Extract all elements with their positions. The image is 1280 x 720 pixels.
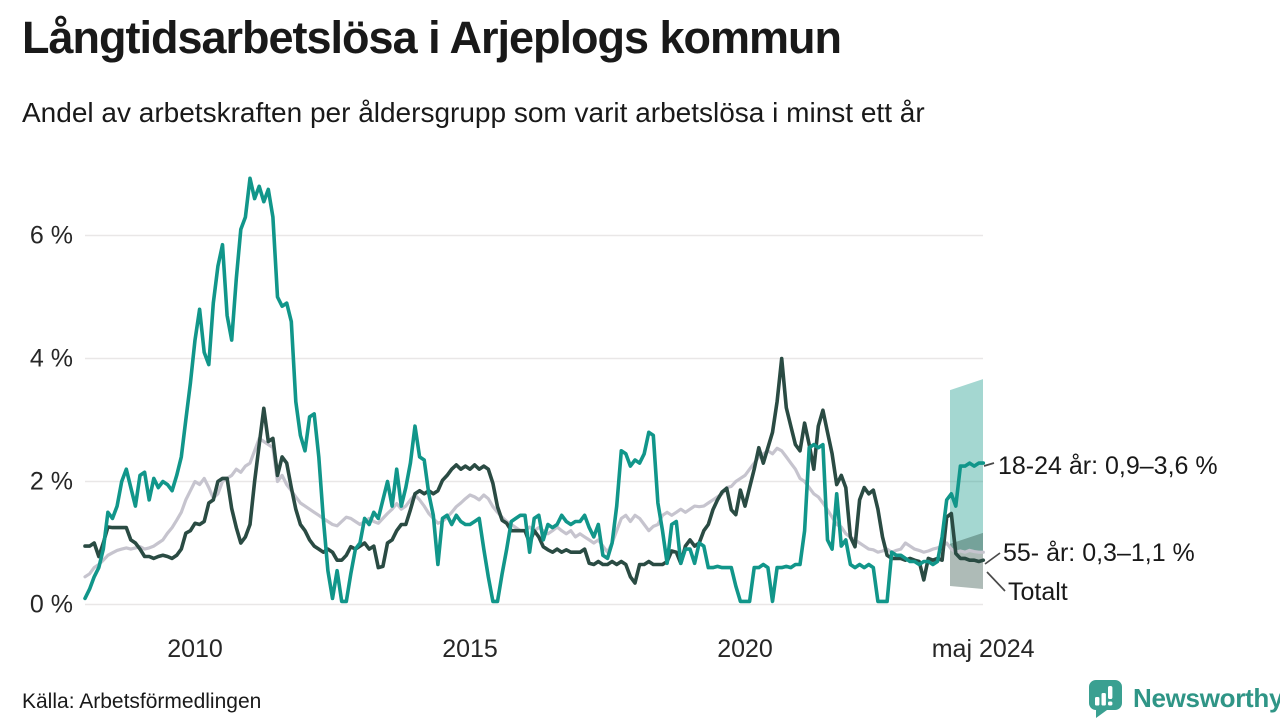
source-caption: Källa: Arbetsförmedlingen xyxy=(22,690,262,713)
newsworthy-logo[interactable]: Newsworthy xyxy=(1086,678,1280,719)
annotation-55-range: 55- år: 0,3–1,1 % xyxy=(1003,539,1195,567)
page-subtitle: Andel av arbetskraften per åldersgrupp s… xyxy=(22,97,925,128)
x-tick-label: 2020 xyxy=(717,635,773,663)
y-tick-label: 2 % xyxy=(30,468,73,496)
range-band-55-ar xyxy=(950,532,983,590)
page-title: Långtidsarbetslösa i Arjeplogs kommun xyxy=(22,12,842,63)
y-tick-label: 4 % xyxy=(30,345,73,373)
leader-line-18-24-ar xyxy=(983,462,995,467)
x-tick-label: 2010 xyxy=(167,635,223,663)
y-tick-label: 6 % xyxy=(30,222,73,250)
series-line-18-24-ar xyxy=(83,176,986,604)
annotation-18-24-range: 18-24 år: 0,9–3,6 % xyxy=(998,452,1218,480)
x-tick-label: maj 2024 xyxy=(932,635,1035,663)
leader-line-totalt xyxy=(986,571,1006,592)
newsworthy-icon xyxy=(1089,680,1122,718)
newsworthy-wordmark: Newsworthy xyxy=(1133,683,1280,713)
x-tick-label: 2015 xyxy=(442,635,498,663)
leader-line-55-ar xyxy=(984,552,1001,565)
y-tick-label: 0 % xyxy=(30,591,73,619)
annotation-totalt: Totalt xyxy=(1008,578,1068,606)
